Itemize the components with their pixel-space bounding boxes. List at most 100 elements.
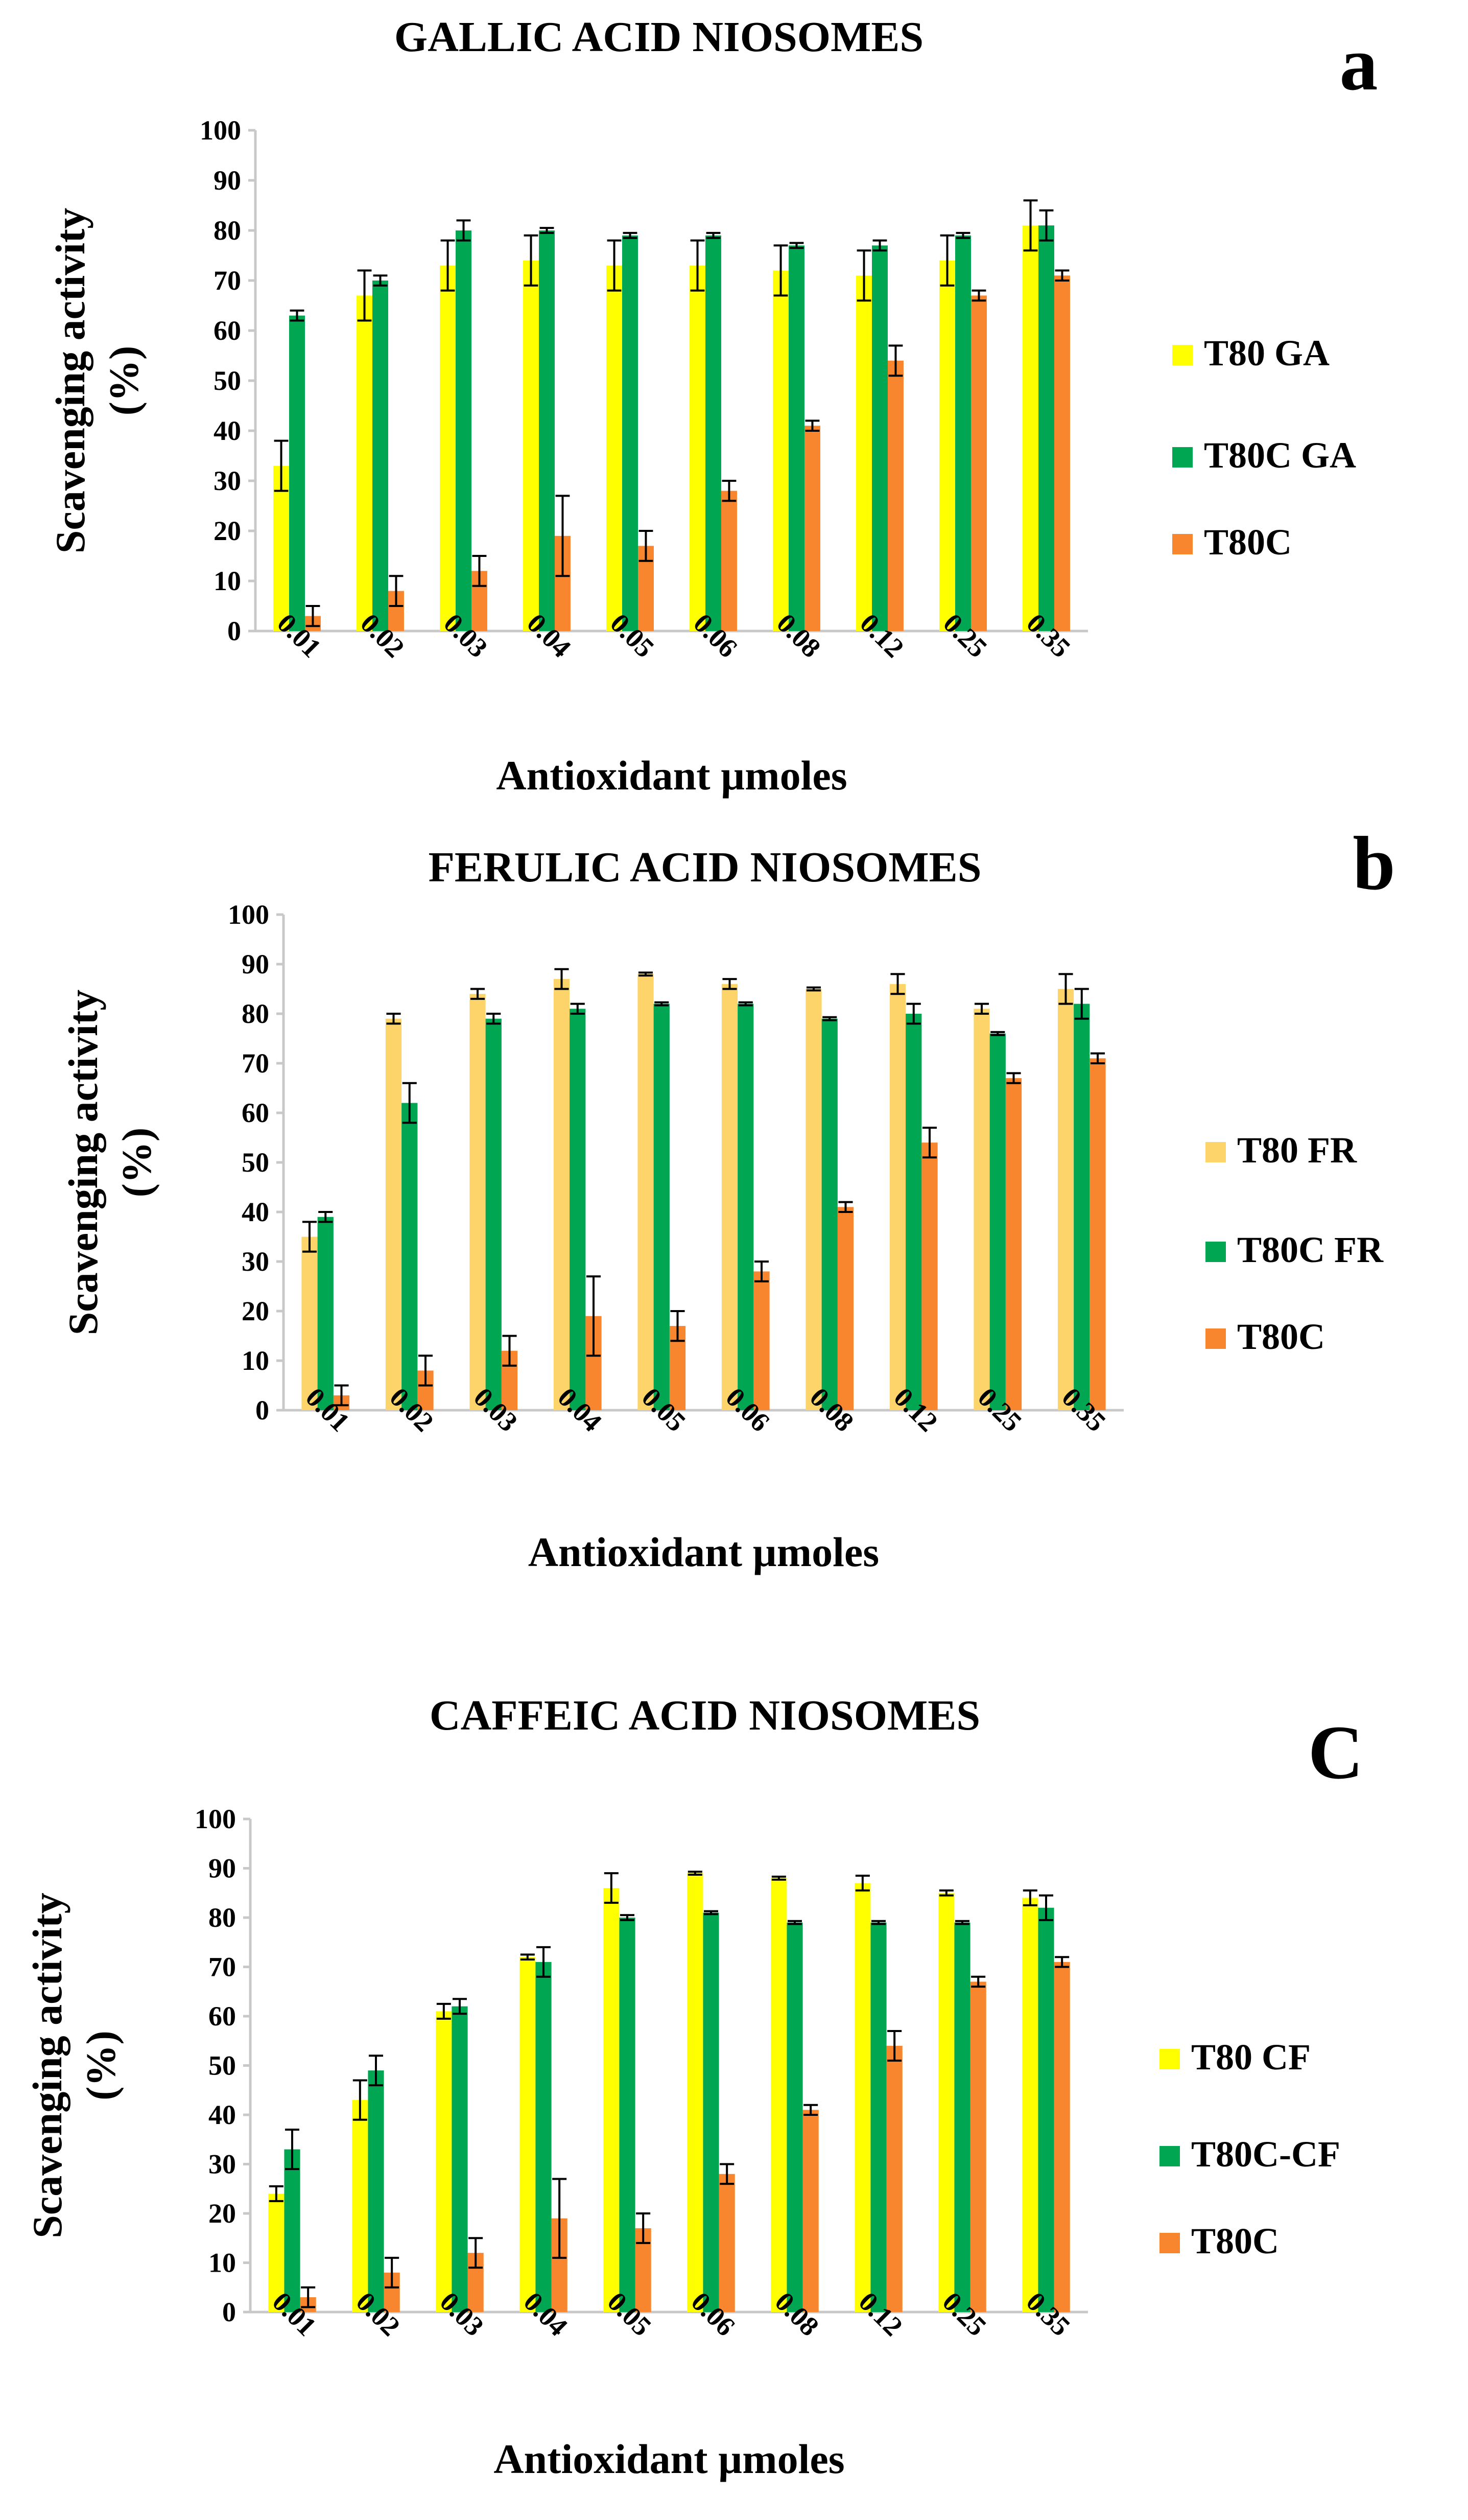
bar-t80c-cf-0.25 [954,1922,970,2312]
bar-t80c-cf-0.04 [535,1962,552,2312]
bar-t80c-ga-0.08 [789,245,804,631]
legend-swatch [1159,2049,1180,2069]
legend-swatch [1205,1328,1226,1349]
y-tick-label: 40 [242,1197,269,1227]
legend-swatch [1172,447,1193,468]
bar-t80-cf-0.06 [687,1873,703,2312]
y-axis-label-line2: (%) [101,346,147,416]
legend-entry: T80C GA [1204,435,1356,476]
legend-entry: T80C FR [1237,1229,1384,1270]
bar-t80c-ga-0.02 [372,281,388,631]
y-tick-label: 70 [214,265,241,296]
chart-panel-a: GALLIC ACID NIOSOMES a 0 10 20 30 40 50 60 70 80 90… [47,13,1378,799]
bar-t80c-fr-0.25 [989,1033,1006,1410]
bar-t80c-fr-0.03 [485,1018,502,1410]
y-tick-label: 90 [242,949,269,979]
y-axis-label: Scavenging activity (%) [47,208,147,553]
bar-t80-ga-0.05 [606,265,623,631]
bar-t80-ga-0.01 [273,465,290,631]
bar-t80-fr-0.35 [1057,989,1074,1410]
bar-t80-cf-0.03 [436,2011,452,2312]
bar-t80-cf-0.01 [268,2194,285,2312]
panel-letter: a [1340,21,1378,106]
bar-t80c-cf-0.02 [368,2070,384,2312]
y-tick-label: 30 [242,1246,269,1277]
chart-panel-c: CAFFEIC ACID NIOSOMES C 0 10 20 30 40 50 60 70 80 9… [24,1692,1363,2482]
x-axis-label: Antioxidant µmoles [528,1529,879,1575]
y-tick-label: 80 [242,998,269,1029]
bar-t80c-ga-0.12 [872,245,888,631]
bar-t80-cf-0.04 [519,1957,536,2312]
y-tick-label: 40 [214,415,241,446]
bar-t80c-0.35 [1054,1962,1070,2312]
y-tick-label: 60 [208,2001,236,2032]
y-tick-label: 60 [214,315,241,346]
legend-entry: T80C [1237,1316,1325,1357]
y-axis-label-line1: Scavenging activity [47,208,93,553]
y-tick-label: 60 [242,1098,269,1128]
y-tick-label: 30 [208,2149,236,2180]
bar-t80-cf-0.02 [352,2100,368,2312]
chart-title: GALLIC ACID NIOSOMES [394,13,924,61]
y-tick-label: 90 [208,1853,236,1884]
y-tick-label: 10 [208,2248,236,2278]
bar-t80-fr-0.05 [637,974,654,1410]
bar-t80-ga-0.08 [773,270,789,631]
y-tick-label: 30 [214,465,241,496]
y-tick-label: 80 [214,215,241,246]
legend-swatch [1205,1242,1226,1262]
bar-t80c-fr-0.12 [906,1014,922,1410]
bar-t80c-0.08 [804,426,820,631]
bar-t80c-fr-0.35 [1074,1004,1090,1410]
bar-t80c-0.08 [802,2110,819,2312]
legend-entry: T80 CF [1191,2037,1311,2078]
bar-t80c-cf-0.35 [1038,1907,1054,2312]
bar-t80c-fr-0.04 [570,1009,586,1410]
bar-t80-cf-0.35 [1022,1898,1038,2312]
y-tick-label: 80 [208,1902,236,1933]
bar-t80c-0.25 [1005,1078,1022,1410]
bar-t80c-ga-0.25 [955,235,971,631]
bar-t80-fr-0.01 [301,1236,318,1410]
bar-t80-cf-0.25 [938,1893,955,2312]
legend-swatch [1172,345,1193,365]
bar-t80c-cf-0.05 [619,1918,635,2312]
bar-t80c-ga-0.04 [539,230,555,631]
bar-t80-fr-0.04 [553,979,570,1410]
y-tick-label: 70 [242,1048,269,1079]
bar-t80-ga-0.04 [523,260,539,631]
bar-t80c-0.35 [1054,275,1070,631]
bar-t80c-0.06 [721,491,737,631]
y-tick-label: 10 [214,566,241,596]
legend-entry: T80 FR [1237,1130,1357,1171]
bar-t80c-cf-0.03 [452,2006,468,2312]
bar-t80c-ga-0.05 [622,235,638,631]
bar-t80-ga-0.12 [856,275,872,631]
legend-entry: T80C [1191,2221,1279,2261]
y-axis-label-line2: (%) [113,1128,160,1198]
y-tick-label: 50 [242,1147,269,1178]
bar-t80-fr-0.06 [721,984,738,1410]
legend-swatch [1159,2233,1180,2253]
legend-entry: T80C-CF [1191,2134,1340,2175]
bar-t80c-cf-0.08 [787,1922,803,2312]
y-axis-label-line1: Scavenging activity [60,990,106,1335]
y-tick-label: 10 [242,1345,269,1376]
y-tick-label: 90 [214,165,241,196]
y-tick-label: 100 [228,899,269,930]
bar-t80-ga-0.25 [939,260,956,631]
y-tick-label: 100 [200,115,241,146]
legend-entry: T80 GA [1204,333,1330,374]
bar-t80-cf-0.08 [771,1878,787,2312]
y-tick-label: 20 [242,1296,269,1326]
legend-entry: T80C [1204,522,1292,563]
bar-t80c-cf-0.06 [703,1912,719,2312]
bar-t80c-ga-0.06 [705,235,721,631]
bar-t80-fr-0.08 [806,989,822,1410]
bar-t80c-fr-0.06 [738,1004,754,1410]
y-tick-label: 20 [208,2198,236,2229]
bar-t80c-0.25 [970,295,987,631]
x-axis-label: Antioxidant µmoles [496,752,847,799]
y-tick-label: 0 [222,2297,236,2327]
bar-t80c-ga-0.35 [1038,225,1054,631]
